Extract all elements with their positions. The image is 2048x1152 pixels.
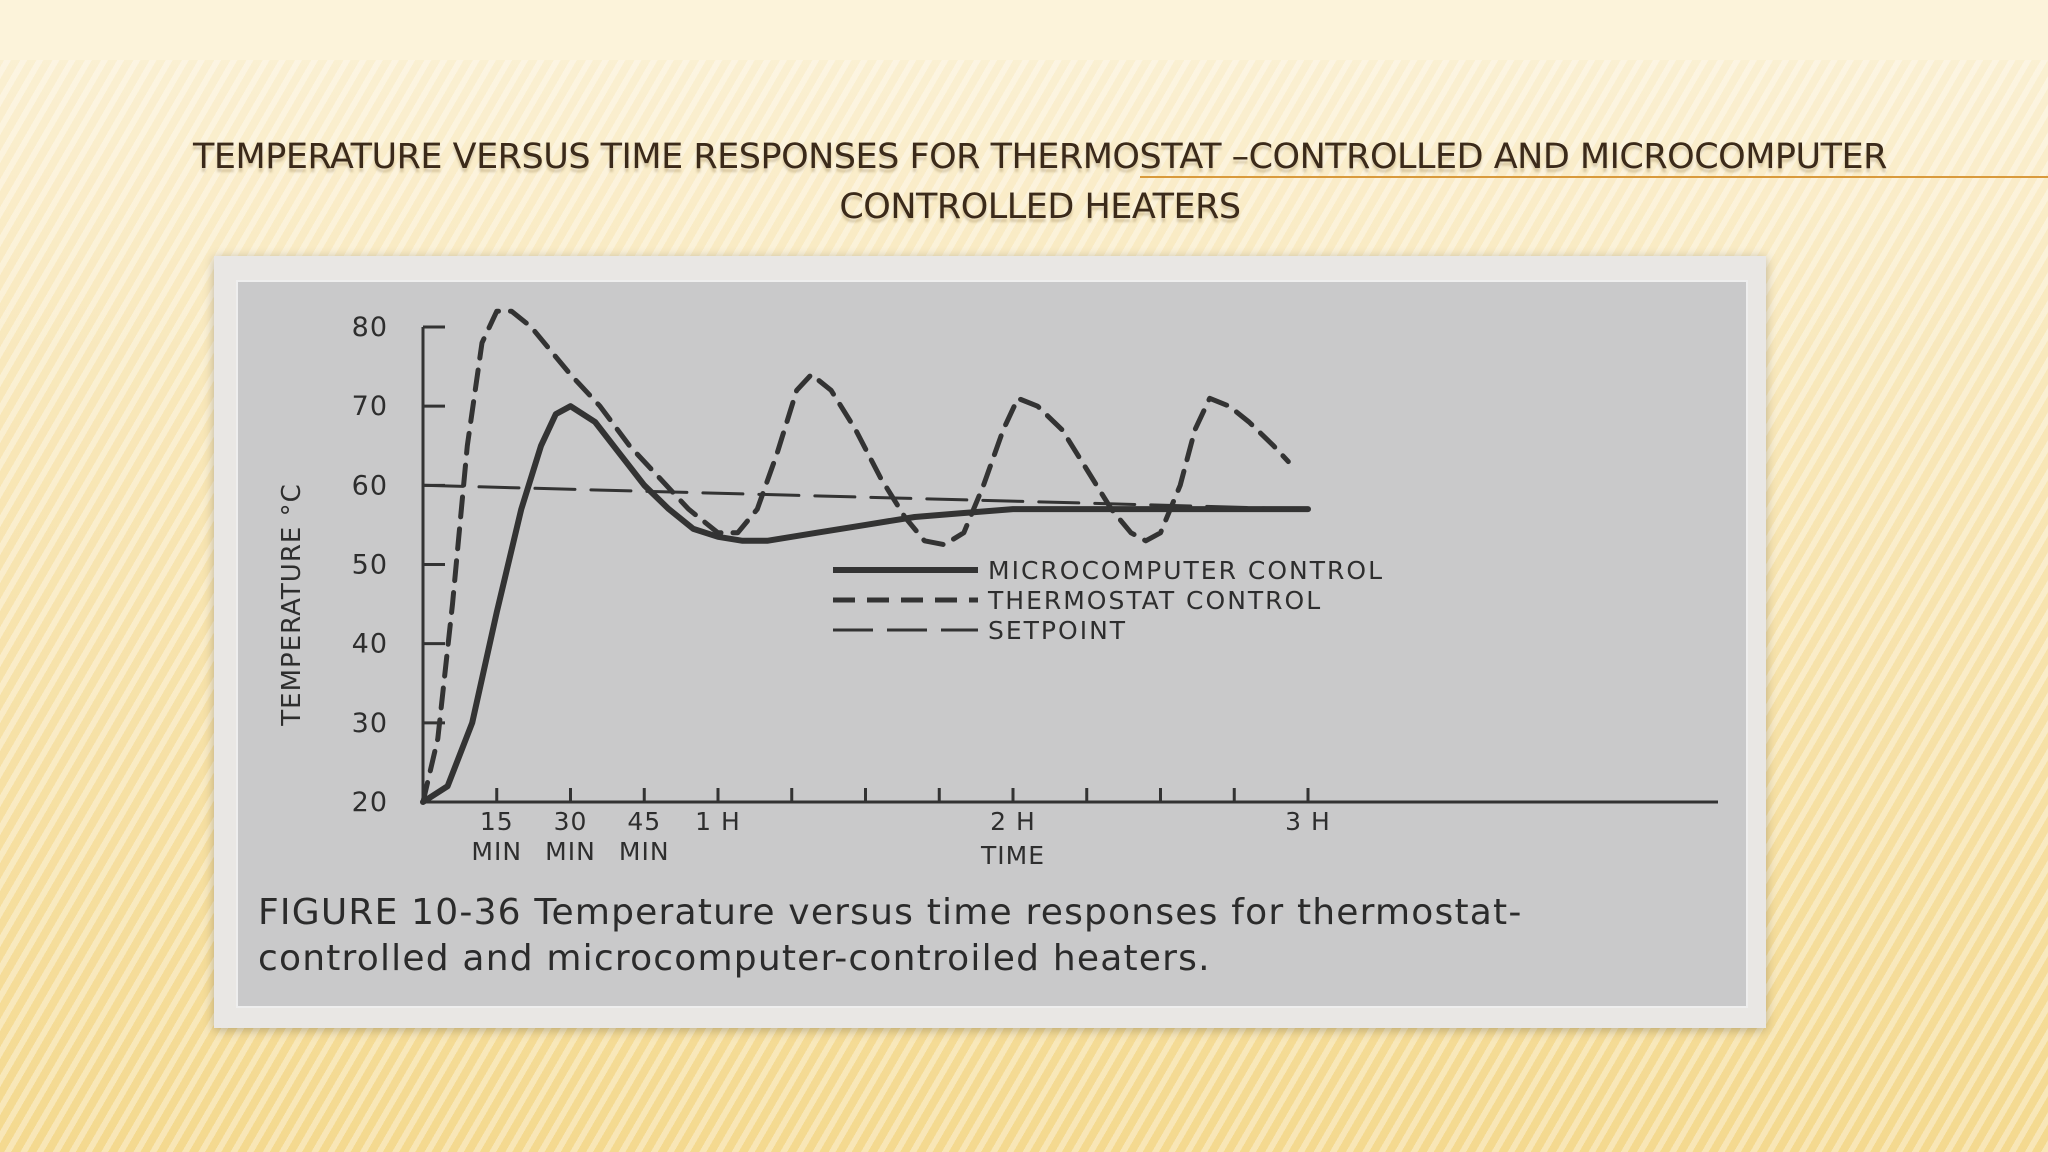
x-tick-label: 3 H <box>1285 807 1331 836</box>
y-tick-label: 80 <box>352 312 388 343</box>
series-line-setpoint <box>421 483 1310 511</box>
figure-frame: 20 30 40 50 60 70 80 TEMPERATURE °C 15 MIN 30 MIN 45… <box>214 256 1766 1028</box>
legend-label: MICROCOMPUTER CONTROL <box>988 556 1384 585</box>
y-tick-label: 30 <box>352 708 388 739</box>
x-tick-label: 1 H <box>695 807 741 836</box>
x-tick-label: MIN <box>471 837 522 866</box>
y-tick-label: 40 <box>352 629 388 660</box>
y-tick-label: 70 <box>352 391 388 422</box>
legend-label: THERMOSTAT CONTROL <box>987 586 1322 615</box>
figure-panel: 20 30 40 50 60 70 80 TEMPERATURE °C 15 MIN 30 MIN 45… <box>236 280 1748 1008</box>
series-line-thermostat-control <box>420 308 1291 805</box>
slide-top-band <box>0 0 2048 60</box>
x-tick-label: MIN <box>619 837 670 866</box>
y-tick-label: 20 <box>352 787 388 818</box>
series-line-microcomputer-control <box>420 403 1311 805</box>
y-tick-label: 50 <box>352 550 388 581</box>
x-tick-label: 30 <box>554 807 588 836</box>
title-rule <box>1140 176 2048 178</box>
y-axis-title: TEMPERATURE °C <box>277 483 307 726</box>
x-tick-label: 45 <box>627 807 661 836</box>
x-tick-label: 2 H <box>990 807 1036 836</box>
figure-caption: FIGURE 10-36 Temperature versus time res… <box>258 892 1523 979</box>
y-tick-label: 60 <box>352 470 388 501</box>
legend-label: SETPOINT <box>988 616 1127 645</box>
x-tick-label: 15 <box>480 807 514 836</box>
x-axis-title: TIME <box>980 841 1045 870</box>
x-tick-label: MIN <box>545 837 596 866</box>
slide-title: TEMPERATURE VERSUS TIME RESPONSES FOR TH… <box>193 137 1887 227</box>
